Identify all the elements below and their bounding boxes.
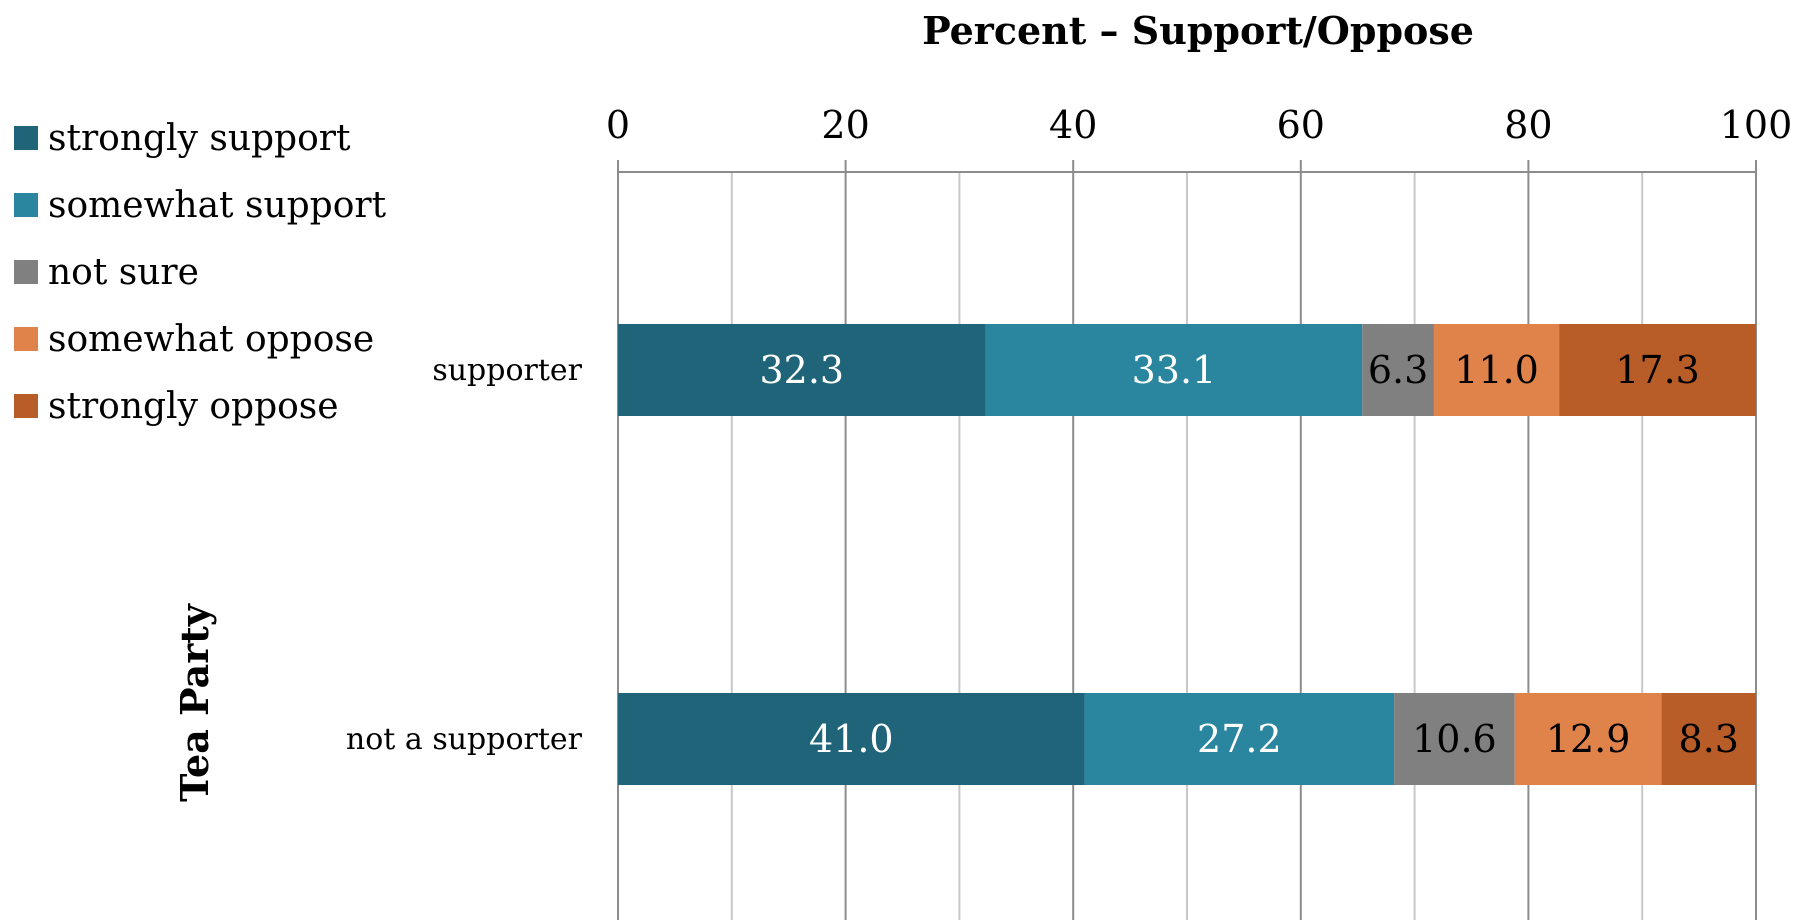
category-label: not a supporter xyxy=(346,722,583,757)
bars-layer xyxy=(618,324,1756,785)
legend-swatch xyxy=(14,327,38,351)
x-tick-label: 0 xyxy=(606,103,630,147)
legend-swatch xyxy=(14,394,38,418)
data-labels-layer: 32.3 33.1 6.3 11.0 17.3 41.0 27.2 10.6 12.9 8.3 xyxy=(759,348,1739,761)
legend-swatch xyxy=(14,260,38,284)
data-label: 27.2 xyxy=(1197,717,1282,761)
bar-segment xyxy=(1661,693,1756,785)
category-label: supporter xyxy=(432,353,582,388)
bar-segment xyxy=(1084,693,1395,785)
bar-segment xyxy=(985,324,1363,416)
grid-layer xyxy=(617,172,1757,920)
data-label: 12.9 xyxy=(1546,717,1631,761)
legend-swatch xyxy=(14,126,38,150)
legend: strongly support somewhat support not sure… xyxy=(14,118,387,427)
data-label: 33.1 xyxy=(1132,348,1217,392)
data-label: 11.0 xyxy=(1454,348,1539,392)
legend-label: strongly oppose xyxy=(48,386,339,427)
data-label: 17.3 xyxy=(1615,348,1700,392)
x-tick-label: 80 xyxy=(1504,103,1552,147)
legend-label: somewhat oppose xyxy=(48,319,374,360)
bar-segment xyxy=(1559,324,1756,416)
x-axis: 0 20 40 60 80 100 xyxy=(606,103,1793,173)
bar-segment xyxy=(1362,324,1434,416)
legend-label: strongly support xyxy=(48,118,351,159)
bar-segment xyxy=(1433,324,1560,416)
legend-swatch xyxy=(14,193,38,217)
category-labels: supporter not a supporter xyxy=(346,353,583,757)
bar-segment xyxy=(618,693,1085,785)
x-axis-title: Percent – Support/Oppose xyxy=(922,8,1474,53)
bar-segment xyxy=(1394,693,1515,785)
legend-label: somewhat support xyxy=(48,185,387,226)
x-tick-label: 100 xyxy=(1720,103,1793,147)
data-label: 32.3 xyxy=(759,348,844,392)
data-label: 41.0 xyxy=(809,717,894,761)
bar-segment xyxy=(618,324,986,416)
x-tick-label: 40 xyxy=(1049,103,1097,147)
legend-label: not sure xyxy=(48,252,199,293)
x-tick-label: 60 xyxy=(1277,103,1325,147)
data-label: 8.3 xyxy=(1679,717,1739,761)
x-tick-label: 20 xyxy=(821,103,869,147)
data-label: 6.3 xyxy=(1368,348,1428,392)
data-label: 10.6 xyxy=(1412,717,1497,761)
bar-segment xyxy=(1514,693,1662,785)
y-axis-title: Tea Party xyxy=(172,603,217,802)
